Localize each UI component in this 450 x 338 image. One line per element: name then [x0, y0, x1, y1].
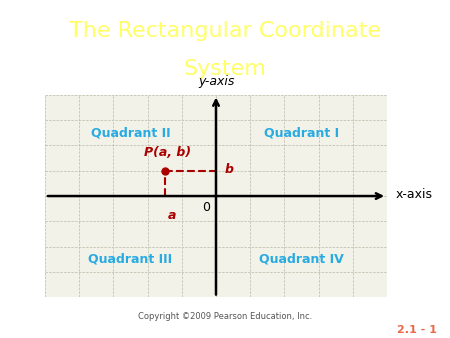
Text: Quadrant III: Quadrant III: [89, 253, 172, 266]
Text: 0: 0: [202, 201, 210, 214]
Text: P(a, b): P(a, b): [144, 146, 191, 159]
Text: a: a: [167, 209, 176, 222]
Text: Quadrant IV: Quadrant IV: [259, 253, 344, 266]
Text: The Rectangular Coordinate: The Rectangular Coordinate: [69, 21, 381, 41]
Text: x-axis: x-axis: [396, 188, 432, 201]
Text: y-axis: y-axis: [198, 75, 234, 88]
Text: Copyright ©2009 Pearson Education, Inc.: Copyright ©2009 Pearson Education, Inc.: [138, 312, 312, 321]
Text: Quadrant I: Quadrant I: [264, 126, 339, 139]
Text: System: System: [184, 58, 266, 78]
Text: b: b: [225, 163, 234, 176]
Text: 2.1 - 1: 2.1 - 1: [396, 324, 436, 335]
Text: Quadrant II: Quadrant II: [91, 126, 170, 139]
